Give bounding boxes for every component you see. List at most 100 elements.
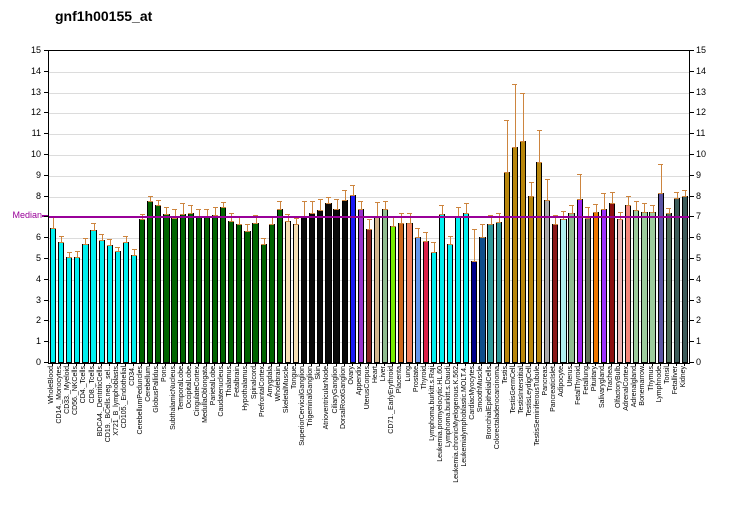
- bar[interactable]: [414, 237, 421, 363]
- bar[interactable]: [446, 244, 454, 363]
- median-label: Median: [12, 210, 42, 221]
- bar[interactable]: [309, 213, 316, 363]
- bar[interactable]: [608, 202, 616, 363]
- x-tick-label: CerebellumPeduncles: [137, 366, 145, 435]
- bar[interactable]: [471, 261, 478, 363]
- bar[interactable]: [673, 197, 680, 363]
- x-tick-label: BronchialEpithelialCells: [485, 366, 493, 440]
- x-tick-label: SmoothMuscle: [477, 366, 485, 413]
- bar[interactable]: [333, 209, 340, 363]
- bar[interactable]: [617, 219, 624, 363]
- bar[interactable]: [657, 193, 664, 363]
- bar[interactable]: [276, 209, 283, 363]
- bar[interactable]: [438, 214, 445, 363]
- y-tick-label: 2: [696, 315, 702, 326]
- bar[interactable]: [649, 212, 656, 363]
- x-tick: [408, 363, 410, 366]
- bar[interactable]: [187, 213, 194, 363]
- bar[interactable]: [430, 251, 437, 363]
- bar[interactable]: [90, 229, 97, 363]
- bar[interactable]: [236, 223, 243, 363]
- bar[interactable]: [503, 171, 510, 363]
- bar[interactable]: [511, 146, 518, 363]
- bar[interactable]: [82, 244, 89, 363]
- bar[interactable]: [357, 209, 364, 363]
- bar[interactable]: [463, 213, 470, 363]
- bar[interactable]: [268, 223, 275, 363]
- bar[interactable]: [382, 209, 389, 363]
- bar[interactable]: [171, 218, 178, 363]
- bar[interactable]: [576, 198, 583, 363]
- bar[interactable]: [49, 227, 57, 363]
- bar[interactable]: [179, 214, 186, 363]
- bar[interactable]: [592, 212, 599, 363]
- bar[interactable]: [228, 220, 235, 363]
- bar[interactable]: [163, 214, 170, 363]
- bar[interactable]: [422, 241, 429, 363]
- bar[interactable]: [455, 217, 462, 363]
- bar[interactable]: [625, 204, 632, 363]
- bar[interactable]: [600, 209, 608, 363]
- error-whisker-cap: [131, 248, 137, 250]
- bar[interactable]: [284, 220, 292, 363]
- error-whisker-cap: [147, 195, 153, 197]
- x-tick: [570, 363, 572, 366]
- error-whisker-cap: [204, 209, 210, 211]
- x-tick: [270, 363, 272, 366]
- bar[interactable]: [122, 242, 130, 363]
- bar[interactable]: [519, 141, 526, 363]
- x-tick-label: Tongue: [291, 366, 299, 389]
- bar[interactable]: [203, 217, 211, 363]
- bar[interactable]: [495, 221, 502, 363]
- bar[interactable]: [633, 210, 640, 363]
- bar[interactable]: [155, 204, 162, 363]
- bar[interactable]: [106, 245, 113, 363]
- bar[interactable]: [390, 225, 397, 363]
- bar[interactable]: [665, 213, 672, 363]
- bar[interactable]: [479, 237, 486, 363]
- bar[interactable]: [527, 195, 535, 363]
- bar[interactable]: [341, 199, 348, 363]
- bar[interactable]: [641, 212, 648, 363]
- bar[interactable]: [349, 194, 356, 363]
- error-whisker: [385, 200, 387, 210]
- bar[interactable]: [681, 195, 689, 363]
- bar[interactable]: [130, 254, 138, 363]
- bar[interactable]: [536, 162, 543, 363]
- bar[interactable]: [292, 223, 300, 363]
- bar[interactable]: [568, 213, 575, 363]
- x-tick: [359, 363, 361, 366]
- error-whisker-cap: [674, 192, 680, 194]
- y-tick-label: 7: [696, 211, 702, 222]
- bar[interactable]: [560, 219, 567, 363]
- bar[interactable]: [58, 242, 65, 363]
- bar[interactable]: [74, 256, 81, 363]
- bar[interactable]: [374, 216, 381, 363]
- bar[interactable]: [220, 207, 227, 363]
- y-tick: [44, 258, 48, 259]
- bar[interactable]: [317, 210, 324, 363]
- bar[interactable]: [544, 199, 551, 363]
- x-tick-label: Uterus: [566, 366, 574, 387]
- bar[interactable]: [114, 250, 121, 363]
- bar[interactable]: [584, 218, 591, 363]
- bar[interactable]: [398, 222, 405, 363]
- bar[interactable]: [252, 222, 259, 363]
- bar[interactable]: [211, 215, 219, 363]
- y-tick-label: 9: [35, 169, 41, 180]
- bar[interactable]: [552, 223, 559, 363]
- y-tick-label: 3: [696, 294, 702, 305]
- bar[interactable]: [66, 256, 73, 363]
- error-whisker: [441, 204, 443, 215]
- bar[interactable]: [365, 228, 373, 363]
- bar[interactable]: [301, 216, 308, 363]
- bar[interactable]: [244, 230, 251, 363]
- bar[interactable]: [139, 219, 146, 363]
- bar[interactable]: [487, 223, 494, 363]
- bar[interactable]: [147, 200, 154, 363]
- bar[interactable]: [260, 244, 267, 363]
- bar[interactable]: [325, 202, 332, 363]
- bar[interactable]: [98, 240, 105, 363]
- bar[interactable]: [406, 222, 413, 363]
- bar[interactable]: [195, 217, 202, 363]
